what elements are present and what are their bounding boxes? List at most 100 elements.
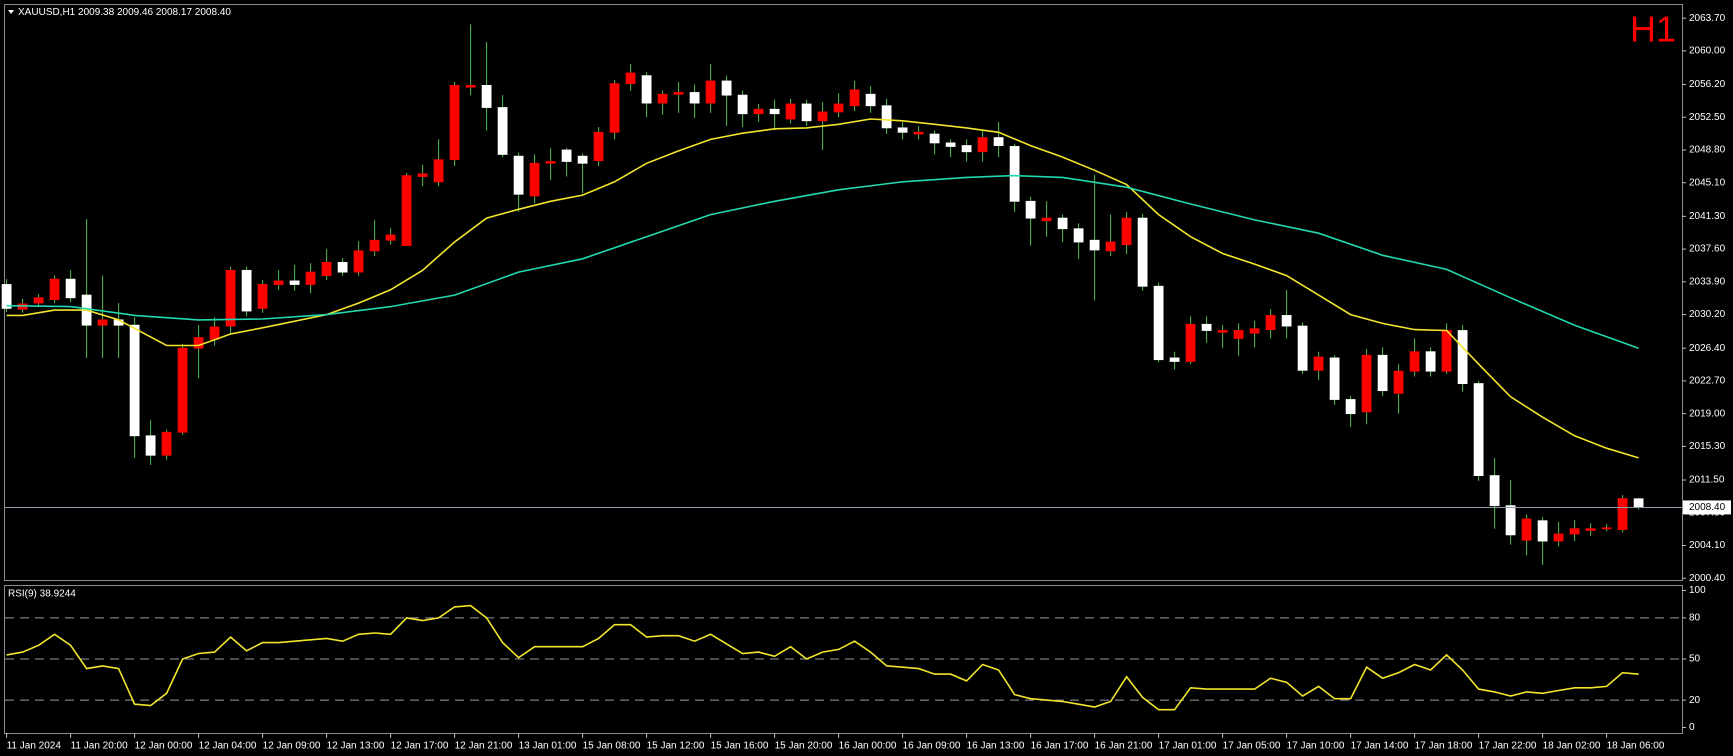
candle-body [1601,527,1612,530]
candle-body [289,280,300,285]
candle-body [913,131,924,135]
x-tick-label: 15 Jan 16:00 [711,741,769,752]
x-tick-label: 17 Jan 10:00 [1287,741,1345,752]
y-tick-label: 50 [1689,654,1701,665]
y-tick-label: 2056.20 [1689,79,1726,90]
candle-body [1281,315,1292,327]
candle-body [33,297,44,304]
x-tick-label: 15 Jan 12:00 [647,741,705,752]
candle-body [1505,505,1516,536]
candle-body [1025,200,1036,219]
x-tick-label: 15 Jan 08:00 [583,741,641,752]
rsi-title: RSI(9) 38.9244 [8,589,76,600]
candle-body [897,127,908,133]
candle-body [1377,354,1388,392]
candle-body [593,131,604,162]
x-tick-label: 17 Jan 14:00 [1351,741,1409,752]
y-tick-label: 2048.80 [1689,145,1726,156]
y-tick-label: 2000.40 [1689,573,1726,584]
y-tick-label: 2041.30 [1689,211,1726,222]
candle-body [945,142,956,147]
moving-average-line [6,118,1639,459]
candle-body [1249,328,1260,334]
x-tick-label: 17 Jan 22:00 [1479,741,1537,752]
candle-body [65,278,76,299]
candle-body [1153,285,1164,361]
candle-body [1185,323,1196,362]
candle-body [1441,330,1452,372]
candle-body [641,75,652,104]
x-tick-label: 18 Jan 02:00 [1543,741,1601,752]
y-tick-label: 0 [1689,722,1695,733]
candle-body [545,161,556,164]
candle-body [1073,228,1084,243]
current-price-box [1683,500,1731,515]
y-tick-label: 2004.10 [1689,540,1726,551]
candle-body [1569,528,1580,535]
y-tick-label: 2019.00 [1689,408,1726,419]
candle-body [1313,356,1324,371]
x-tick-label: 16 Jan 09:00 [903,741,961,752]
candle-body [753,108,764,115]
candle-body [449,85,460,161]
candle-body [529,162,540,197]
main-panel-frame [4,4,1683,581]
candle-body [1393,370,1404,394]
candle-body [433,159,444,183]
x-tick-label: 16 Jan 13:00 [967,741,1025,752]
candle-body [1041,217,1052,222]
candle-body [881,105,892,129]
y-tick-label: 2045.10 [1689,177,1726,188]
y-tick-label: 2033.90 [1689,276,1726,287]
x-tick-label: 12 Jan 04:00 [199,741,257,752]
candle-body [1585,528,1596,531]
candle-body [1,284,12,309]
candle-body [609,83,620,133]
candle-body [1473,383,1484,476]
candle-body [1489,475,1500,507]
candle-body [177,347,188,433]
candle-body [481,85,492,108]
candle-body [737,94,748,115]
candle-body [417,173,428,177]
candle-body [385,234,396,241]
candle-body [1329,357,1340,400]
candle-body [625,72,636,85]
candle-body [1633,498,1644,508]
x-tick-label: 11 Jan 2024 [7,741,62,752]
rsi-line [6,604,1639,711]
candle-body [353,250,364,273]
candle-body [705,80,716,104]
candle-body [993,137,1004,146]
candle-body [1409,351,1420,372]
chart-title: XAUUSD,H1 2009.38 2009.46 2008.17 2008.4… [18,7,231,18]
candle-body [145,435,156,456]
candle-body [689,92,700,104]
candle-body [1425,351,1436,372]
timeframe-label: H1 [1630,9,1676,50]
candle-body [785,103,796,120]
y-tick-label: 100 [1689,585,1706,596]
candle-body [209,326,220,340]
candle-body [1169,357,1180,362]
candle-body [1089,239,1100,251]
candle-body [977,137,988,153]
candle-body [657,93,668,104]
y-tick-label: 80 [1689,613,1701,624]
candle-body [1105,241,1116,252]
candle-body [1617,498,1628,530]
candle-body [1457,330,1468,384]
x-tick-label: 15 Jan 20:00 [775,741,833,752]
x-tick-label: 17 Jan 05:00 [1223,741,1281,752]
candle-body [513,155,524,195]
candle-body [801,103,812,122]
candle-body [401,175,412,246]
candle-body [497,107,508,155]
y-tick-label: 2030.20 [1689,309,1726,320]
x-tick-label: 12 Jan 21:00 [455,741,513,752]
x-tick-label: 11 Jan 20:00 [71,741,129,752]
candle-body [961,145,972,153]
x-tick-label: 16 Jan 00:00 [839,741,897,752]
candle-body [161,431,172,456]
